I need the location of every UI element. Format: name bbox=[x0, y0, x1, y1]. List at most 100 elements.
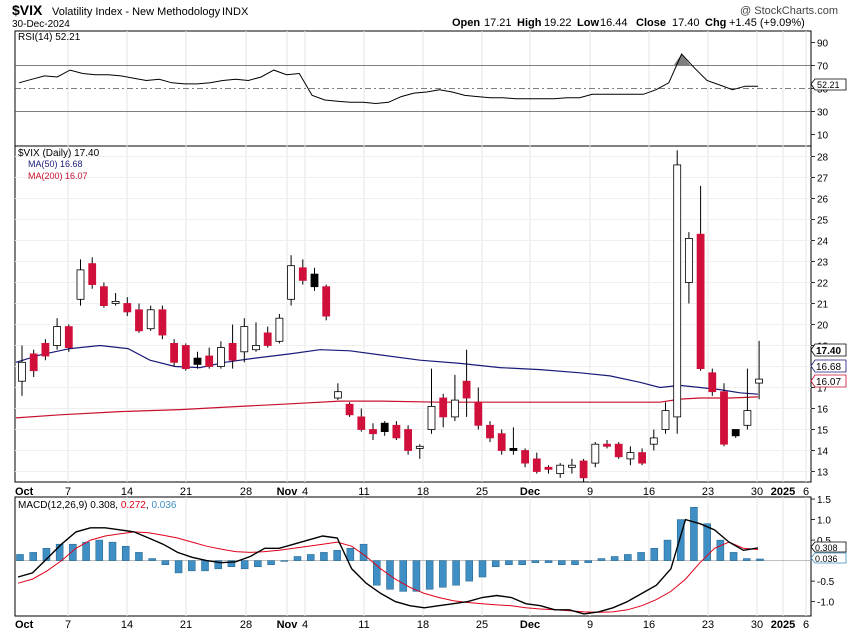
macd-histogram-bar bbox=[334, 550, 341, 560]
price-y-tick-label: 13 bbox=[817, 468, 829, 479]
x-tick-label: 6 bbox=[803, 486, 809, 498]
candle-body bbox=[264, 333, 271, 346]
macd-histogram-bar bbox=[373, 561, 380, 586]
macd-histogram-bar bbox=[453, 561, 460, 586]
macd-histogram-bar bbox=[519, 561, 526, 565]
macd-histogram-bar bbox=[545, 561, 552, 563]
macd-histogram-bar bbox=[492, 561, 499, 567]
x-tick-label: 18 bbox=[417, 486, 429, 498]
rsi-value-flag: 52.21 bbox=[811, 79, 846, 90]
macd-title: MACD(12,26,9) 0.308, 0.272, 0.036 bbox=[18, 500, 177, 511]
x-tick-label: 23 bbox=[702, 486, 714, 498]
macd-histogram-bar bbox=[585, 561, 592, 563]
x-tick-label-macd: Oct bbox=[15, 619, 34, 631]
candle-body bbox=[405, 430, 412, 451]
security-name: Volatility Index - New Methodology bbox=[52, 6, 221, 18]
price-y-tick-label: 25 bbox=[817, 216, 829, 227]
price-y-tick-label: 23 bbox=[817, 258, 829, 269]
price-flag-ma50: 16.68 bbox=[811, 360, 846, 373]
ma200-legend: MA(200) 16.07 bbox=[28, 171, 88, 181]
price-y-tick-label: 27 bbox=[817, 174, 829, 185]
candle-body bbox=[522, 451, 529, 464]
macd-histogram-bar bbox=[281, 561, 288, 562]
candle-body bbox=[545, 467, 552, 469]
candle-body bbox=[650, 438, 657, 444]
x-tick-label: 16 bbox=[643, 486, 655, 498]
chg-value: +1.45 (+9.09%) bbox=[729, 17, 805, 29]
price-y-tick-label: 22 bbox=[817, 279, 829, 290]
price-flag-close: 17.40 bbox=[811, 344, 846, 357]
low-value: 16.44 bbox=[600, 17, 628, 29]
x-tick-label: 30 bbox=[751, 486, 763, 498]
macd-histogram-bar bbox=[400, 561, 407, 592]
svg-text:16.07: 16.07 bbox=[816, 377, 841, 388]
candle-body bbox=[533, 459, 540, 472]
price-y-tick-label: 15 bbox=[817, 426, 829, 437]
open-value: 17.21 bbox=[484, 17, 512, 29]
candle-body bbox=[440, 398, 447, 417]
x-tick-label-macd: 14 bbox=[121, 619, 133, 631]
macd-y-tick-label: -0.5 bbox=[817, 577, 835, 588]
macd-histogram-bar bbox=[717, 540, 724, 561]
macd-histogram-bar bbox=[730, 552, 737, 560]
candle-body bbox=[697, 234, 704, 368]
price-y-tick-label: 14 bbox=[817, 447, 829, 458]
rsi-title: RSI(14) 52.21 bbox=[18, 32, 81, 43]
x-tick-label-macd: Nov bbox=[277, 619, 299, 631]
x-tick-label-macd: 6 bbox=[803, 619, 809, 631]
macd-histogram-bar bbox=[664, 540, 671, 561]
candle-body bbox=[557, 465, 564, 473]
macd-histogram-bar bbox=[479, 561, 486, 577]
macd-histogram-bar bbox=[690, 507, 697, 560]
candle-body bbox=[346, 404, 353, 415]
x-tick-label-macd: 2025 bbox=[771, 619, 795, 631]
close-label: Close bbox=[636, 17, 666, 29]
symbol-label: $VIX bbox=[12, 2, 43, 18]
macd-histogram-bar bbox=[466, 561, 473, 582]
candle-body bbox=[334, 392, 341, 398]
candle-body bbox=[229, 343, 236, 360]
watermark: @ StockCharts.com bbox=[740, 5, 838, 17]
x-tick-label: 21 bbox=[180, 486, 192, 498]
svg-text:0.308: 0.308 bbox=[815, 543, 838, 553]
high-label: High bbox=[517, 17, 542, 29]
price-y-tick-label: 21 bbox=[817, 300, 829, 311]
macd-histogram-bar bbox=[162, 561, 169, 565]
x-tick-label-macd: 11 bbox=[358, 619, 369, 631]
candle-body bbox=[65, 327, 72, 348]
macd-histogram-bar bbox=[307, 554, 314, 560]
macd-histogram-bar bbox=[175, 561, 182, 573]
macd-histogram-bar bbox=[743, 559, 750, 561]
x-tick-label: 25 bbox=[476, 486, 488, 498]
macd-histogram-bar bbox=[347, 548, 354, 560]
candle-body bbox=[685, 238, 692, 282]
candle-body bbox=[475, 402, 482, 425]
exchange-label: INDX bbox=[222, 6, 249, 18]
candle-body bbox=[662, 411, 669, 430]
x-tick-label: 11 bbox=[358, 486, 369, 498]
candle-body bbox=[19, 362, 26, 381]
candle-body bbox=[100, 287, 107, 306]
x-tick-label: Oct bbox=[15, 486, 34, 498]
candle-body bbox=[416, 446, 423, 448]
macd-histogram-bar bbox=[30, 552, 37, 560]
candle-body bbox=[510, 448, 517, 450]
macd-histogram-bar bbox=[109, 542, 116, 560]
candle-body bbox=[171, 343, 178, 362]
x-tick-label-macd: 23 bbox=[702, 619, 714, 631]
x-tick-label-macd: 7 bbox=[65, 619, 71, 631]
candle-body bbox=[498, 434, 505, 451]
histogram-flag: 0.036 bbox=[811, 553, 846, 564]
candle-body bbox=[615, 444, 622, 457]
candle-body bbox=[159, 310, 166, 335]
x-tick-label-macd: 28 bbox=[240, 619, 252, 631]
x-tick-label-macd: 18 bbox=[417, 619, 429, 631]
candle-body bbox=[77, 270, 84, 299]
svg-text:16.68: 16.68 bbox=[816, 362, 841, 373]
candle-body bbox=[381, 423, 388, 431]
macd-histogram-bar bbox=[188, 561, 195, 571]
macd-histogram-bar bbox=[96, 540, 103, 561]
macd-histogram-bar bbox=[17, 554, 24, 560]
x-tick-label: 14 bbox=[121, 486, 133, 498]
